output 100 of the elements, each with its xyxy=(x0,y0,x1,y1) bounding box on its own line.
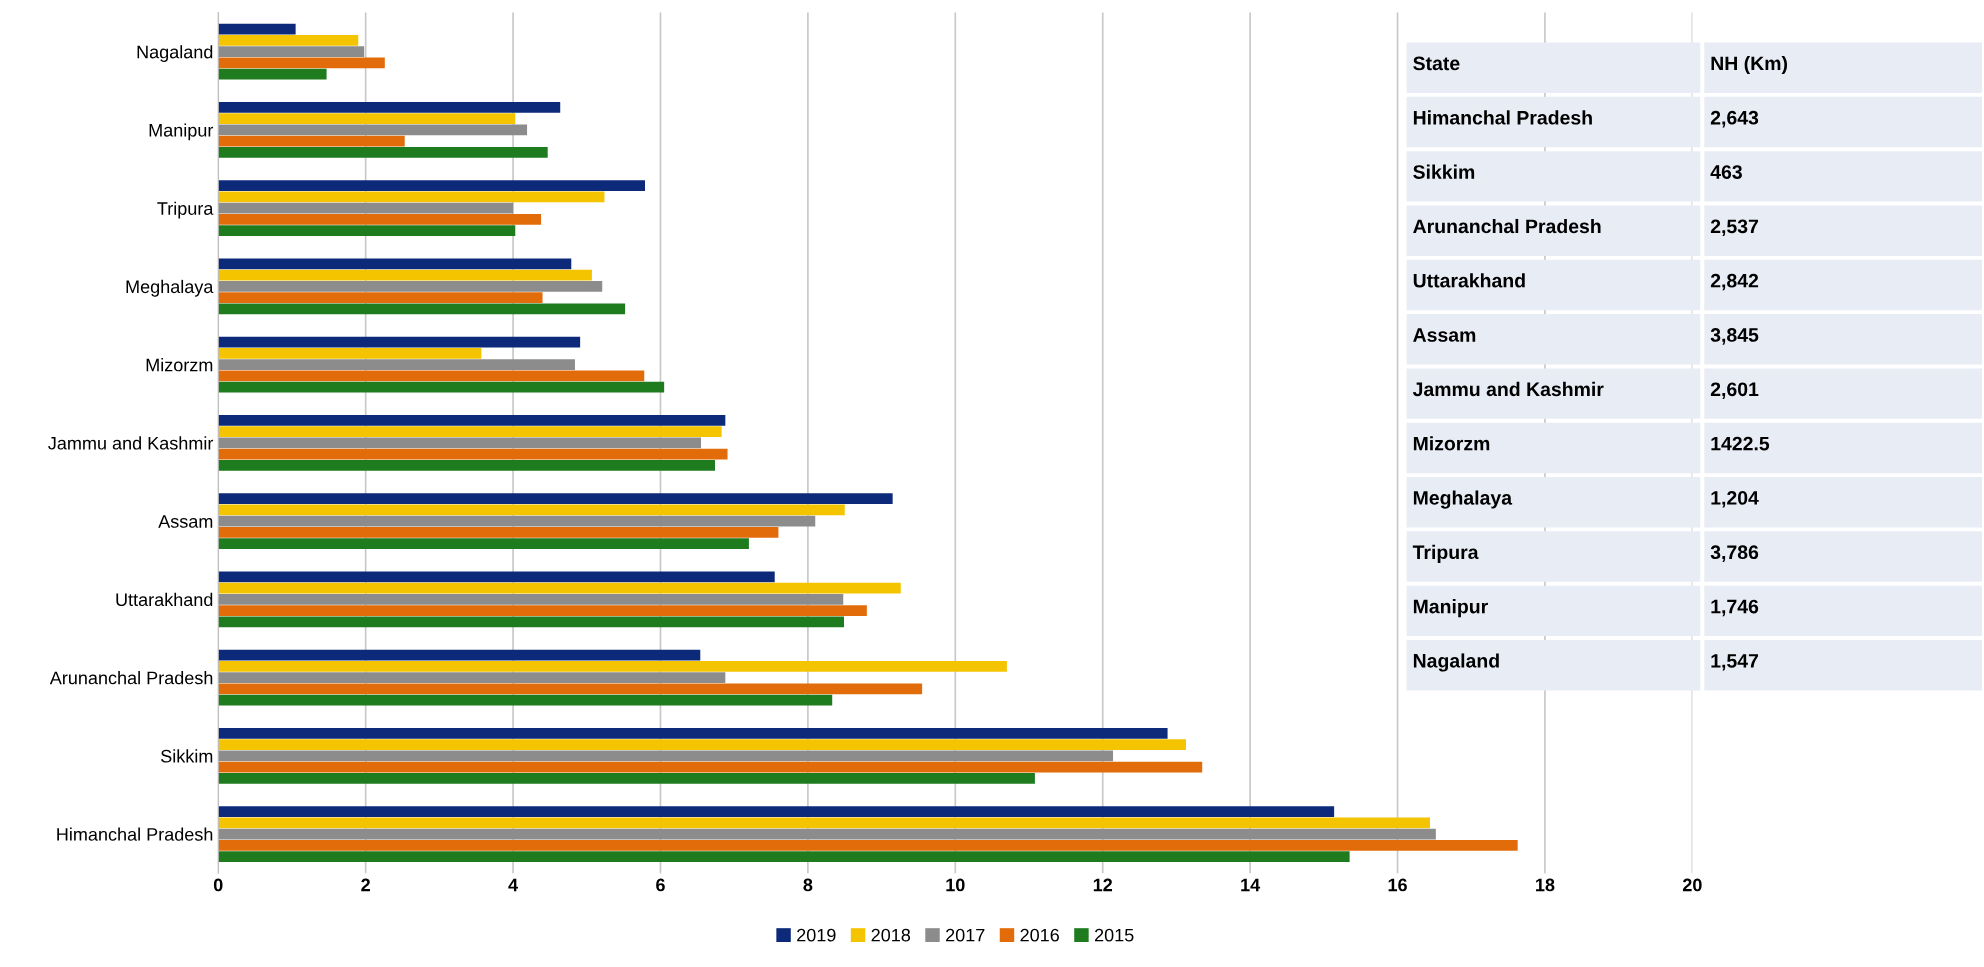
x-tick-label: 10 xyxy=(946,878,965,892)
bar xyxy=(218,370,645,382)
y-tick-label: Arunanchal Pradesh xyxy=(49,671,213,685)
bar xyxy=(218,68,327,80)
bar xyxy=(218,515,816,527)
bar xyxy=(218,336,581,348)
x-tick-label: 14 xyxy=(1241,878,1261,892)
bar xyxy=(218,57,385,69)
bar xyxy=(218,493,893,504)
annotation: Tripura xyxy=(1412,544,1479,563)
legend-label: 2015 xyxy=(1094,928,1134,942)
y-tick-label: Mizorzm xyxy=(146,358,213,372)
bar xyxy=(218,381,665,393)
y-tick-label: Uttarakhand xyxy=(116,592,213,607)
y-tick-label: Himanchal Pradesh xyxy=(57,827,213,841)
bar xyxy=(218,694,833,706)
bar xyxy=(218,281,603,292)
y-tick-label: Manipur xyxy=(149,123,214,141)
legend-label: 2019 xyxy=(797,928,836,942)
annotation: Nagaland xyxy=(1413,653,1499,672)
x-tick-label: 8 xyxy=(803,878,813,892)
bar xyxy=(218,460,716,471)
bar xyxy=(218,426,722,437)
annotation: Himanchal Pradesh xyxy=(1413,110,1592,125)
x-tick-label: 20 xyxy=(1682,878,1702,892)
annotation: State xyxy=(1413,56,1460,71)
bar xyxy=(218,225,516,237)
x-tick-label: 4 xyxy=(508,878,518,892)
bar xyxy=(218,504,845,516)
text: 1,547 xyxy=(1711,654,1759,671)
bar xyxy=(218,582,901,594)
x-tick-label: 2 xyxy=(361,878,370,892)
bar xyxy=(218,202,514,214)
x-tick-label: 18 xyxy=(1536,878,1555,892)
text: 2,537 xyxy=(1710,219,1759,237)
bar xyxy=(218,258,572,270)
bar xyxy=(218,683,923,695)
bar xyxy=(218,415,726,426)
bar xyxy=(218,851,1350,862)
annotation: Arunanchal Pradesh xyxy=(1413,218,1601,234)
bar xyxy=(218,303,626,315)
x-tick-label: 16 xyxy=(1388,878,1407,892)
bar xyxy=(218,750,1114,762)
bar xyxy=(218,806,1335,817)
x-tick-label: 12 xyxy=(1093,878,1113,892)
bar xyxy=(218,727,1168,739)
bar xyxy=(218,23,296,35)
bar xyxy=(218,448,728,460)
y-tick-label: Assam xyxy=(158,515,213,528)
bar xyxy=(218,269,592,281)
text: 2,842 xyxy=(1710,273,1759,291)
annotation: Sikkim xyxy=(1413,164,1475,179)
legend-label: 2017 xyxy=(946,928,985,942)
bar xyxy=(218,147,548,158)
bar xyxy=(218,292,543,304)
bar xyxy=(218,348,482,359)
bar xyxy=(218,739,1186,750)
bar xyxy=(218,660,1007,672)
text: 463 xyxy=(1710,165,1742,179)
annotation: Mizorzm xyxy=(1413,436,1490,451)
bar xyxy=(218,180,645,191)
bar xyxy=(218,840,1518,851)
bar xyxy=(218,359,575,370)
bar xyxy=(218,773,1035,784)
text: 2,643 xyxy=(1710,110,1759,128)
bar xyxy=(218,571,775,583)
annotation: Assam xyxy=(1413,328,1476,342)
bar xyxy=(218,817,1430,829)
y-tick-label: Jammu and Kashmir xyxy=(48,436,214,450)
annotation: Uttarakhand xyxy=(1413,273,1525,288)
bar xyxy=(218,828,1436,840)
bar xyxy=(218,527,779,538)
y-tick-label: Nagaland xyxy=(137,45,213,62)
text: 1,204 xyxy=(1711,491,1759,508)
text: 3,845 xyxy=(1710,328,1759,345)
annotation: Jammu and Kashmir xyxy=(1412,381,1604,397)
bar xyxy=(218,35,359,46)
bar xyxy=(218,605,867,616)
text: 2,601 xyxy=(1710,382,1759,399)
bar xyxy=(218,135,405,147)
text: NH (Km) xyxy=(1711,55,1788,75)
bar xyxy=(218,672,726,683)
x-tick-label: 0 xyxy=(213,878,223,892)
bar xyxy=(218,649,701,661)
annotation: Meghalaya xyxy=(1413,490,1513,509)
bar xyxy=(218,124,528,136)
x-tick-label: 6 xyxy=(656,878,665,892)
bar xyxy=(218,46,365,58)
bar xyxy=(218,113,516,125)
bar xyxy=(218,191,605,203)
bar xyxy=(218,102,561,113)
bar xyxy=(218,538,749,550)
bar xyxy=(218,761,1203,773)
text: 1422.5 xyxy=(1711,436,1770,451)
bar xyxy=(218,594,844,605)
y-tick-label: Sikkim xyxy=(161,749,213,763)
legend-label: 2018 xyxy=(871,928,911,942)
y-tick-label: Tripura xyxy=(157,201,214,219)
bar xyxy=(218,437,702,449)
annotation: Manipur xyxy=(1413,599,1488,618)
